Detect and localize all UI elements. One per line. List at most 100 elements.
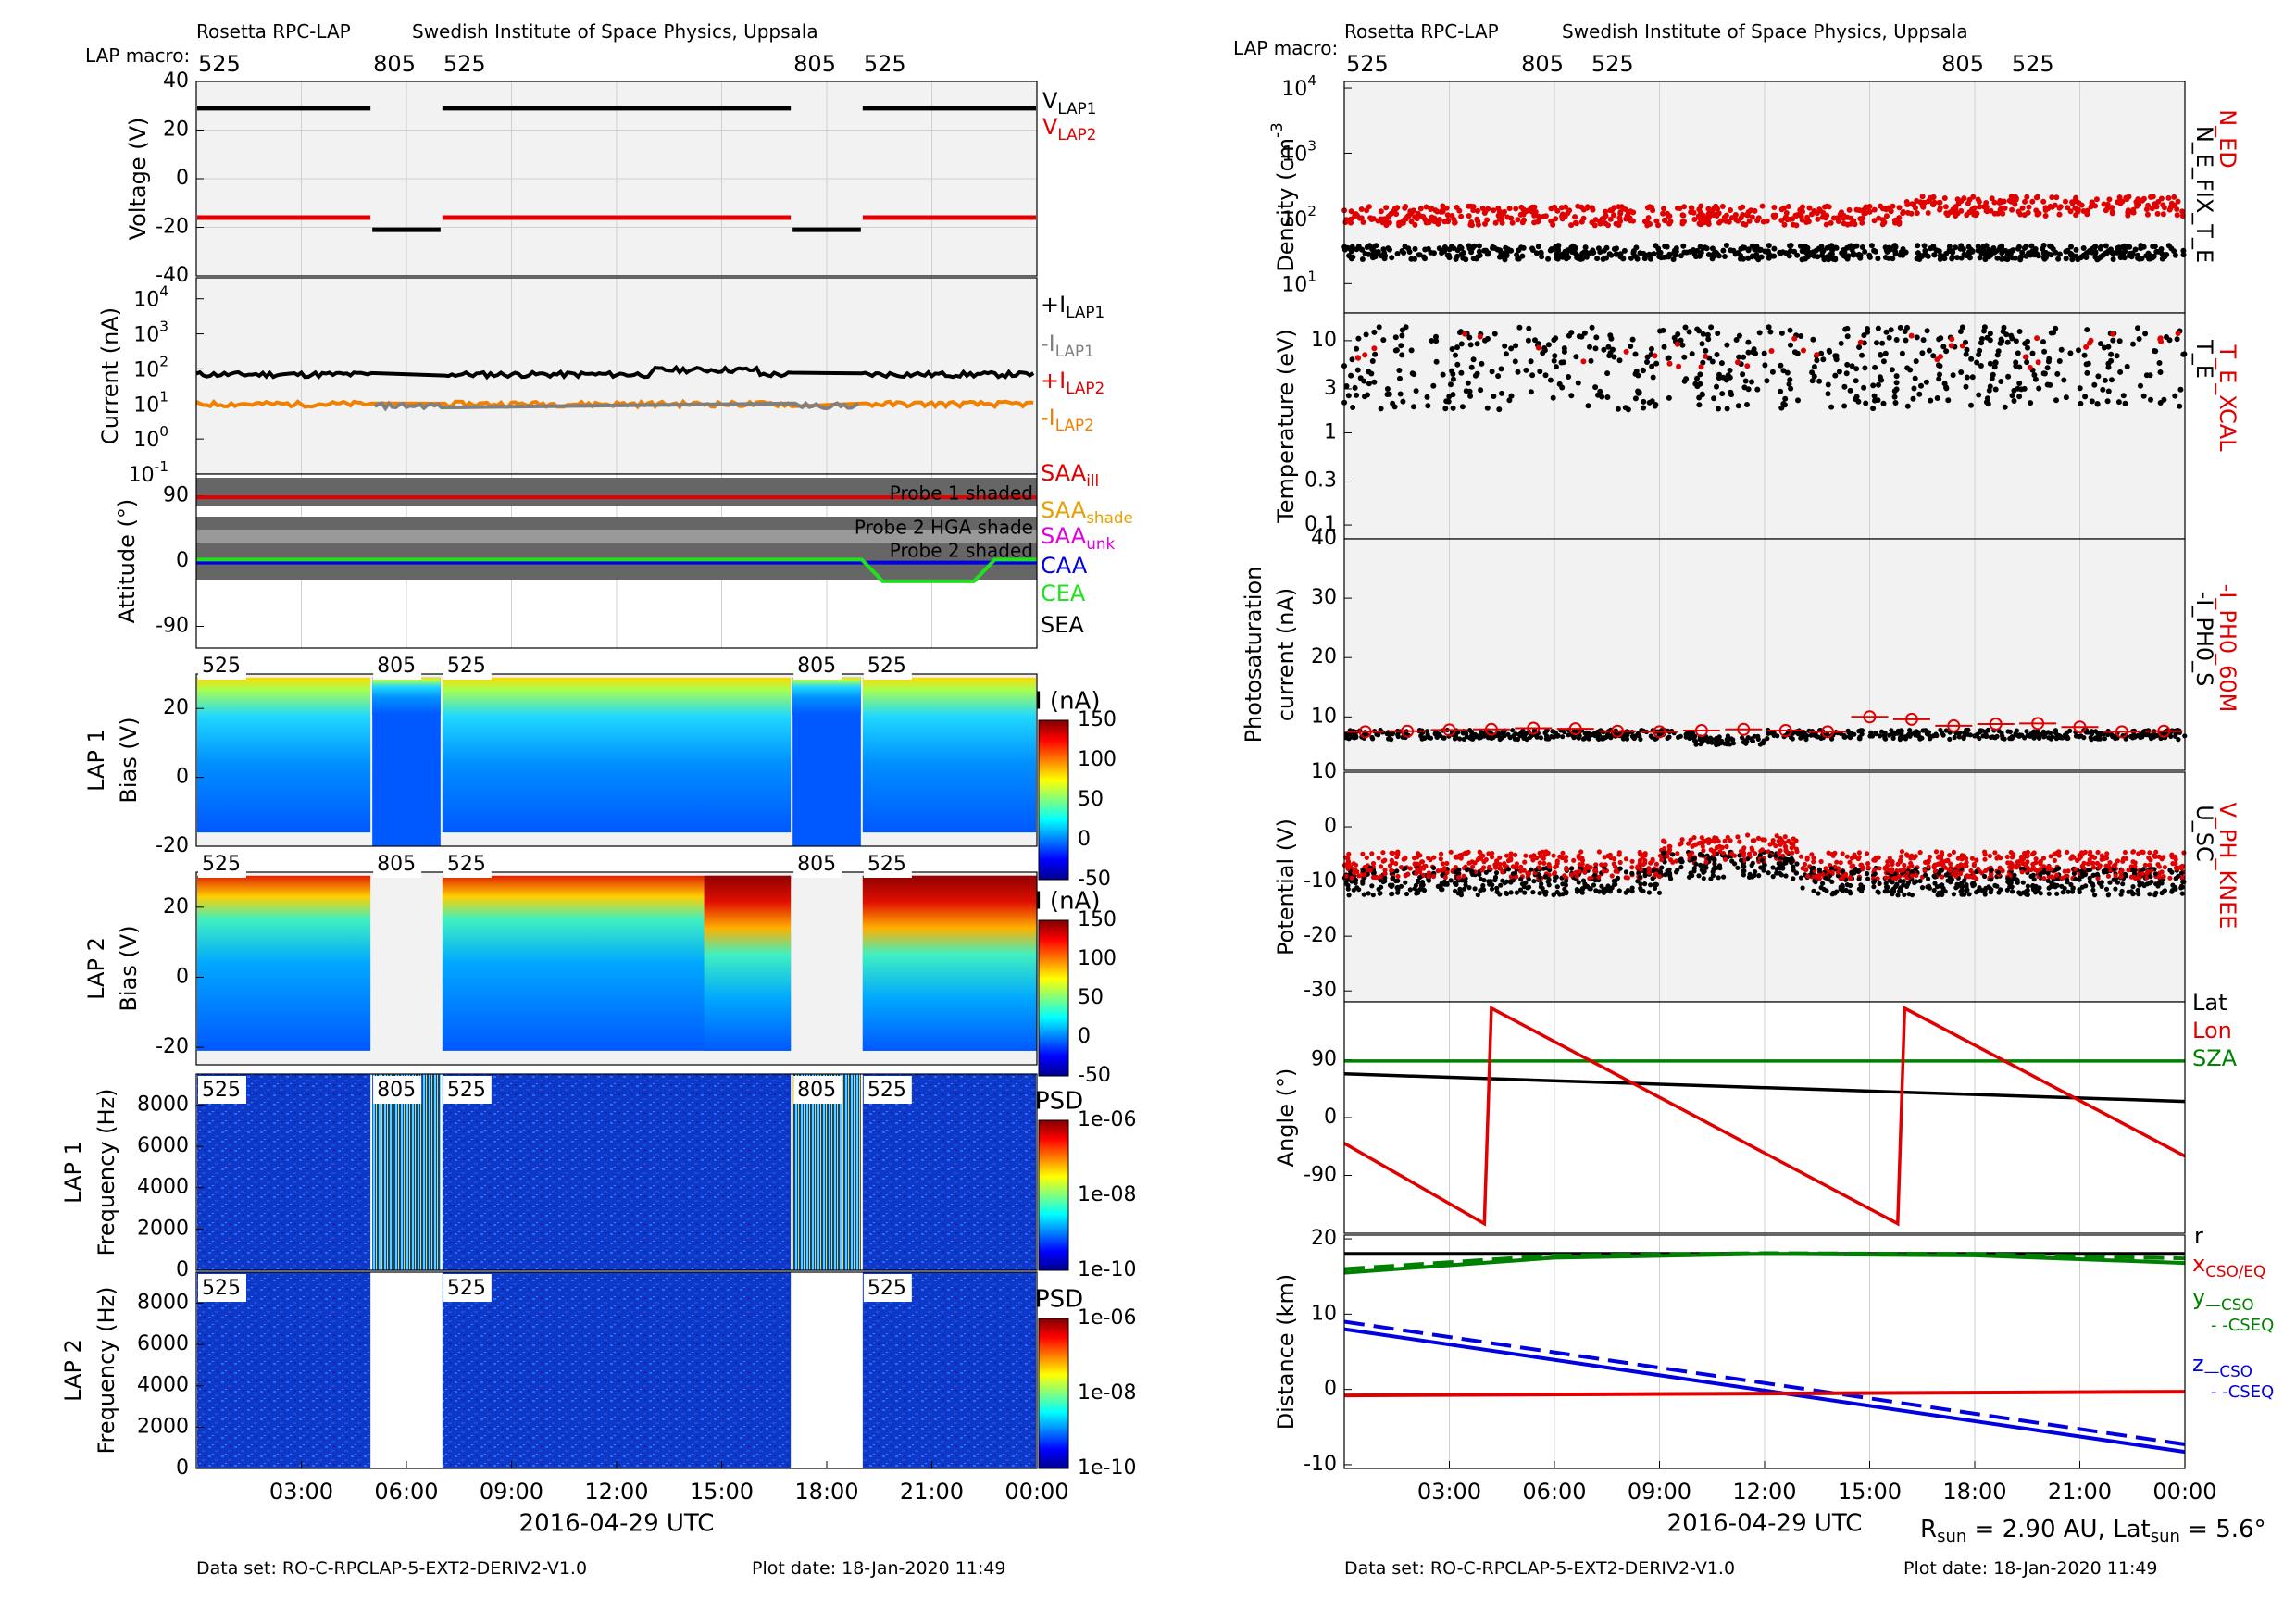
temperature-black-point <box>1810 336 1816 343</box>
density-black-point <box>1745 255 1752 261</box>
temperature-black-point <box>1943 384 1949 391</box>
potential-black-point <box>1830 890 1836 896</box>
potential-black-point <box>1478 876 1483 882</box>
potential-red-point <box>1534 856 1540 861</box>
density-black-point <box>1576 256 1582 262</box>
potential-black-point <box>1574 887 1579 893</box>
density-black-point <box>2143 253 2150 259</box>
density-black-point <box>1354 246 1360 253</box>
potential-red-point <box>1701 848 1706 854</box>
lap2freq-ylabel-b: Frequency (Hz) <box>94 1287 119 1455</box>
potential-black-point <box>1419 880 1426 885</box>
potential-red-point <box>1686 852 1692 857</box>
temperature-black-point <box>2081 352 2088 358</box>
potential-red-point <box>1909 873 1915 879</box>
density-red-point <box>1426 219 1432 226</box>
density-black-point <box>2023 253 2029 259</box>
density-black-point <box>2135 252 2140 258</box>
density-black-point <box>1978 250 1985 256</box>
temperature-black-point <box>1825 391 1831 397</box>
temperature-black-point <box>1714 352 1720 357</box>
density-black-point <box>1946 244 1953 250</box>
temperature-black-point <box>1856 344 1863 350</box>
lap2bias-colorbar-tick: 150 <box>1078 908 1117 931</box>
density-red-point <box>1381 216 1388 222</box>
density-black-point <box>1373 243 1379 249</box>
potential-black-point <box>1530 890 1536 895</box>
potential-ytick-label: -10 <box>1304 869 1337 893</box>
density-black-point <box>2139 256 2145 262</box>
potential-red-point <box>1426 874 1431 880</box>
potential-red-point <box>1456 875 1462 881</box>
density-red-point <box>1705 221 1712 227</box>
density-black-point <box>1453 256 1459 262</box>
density-black-point <box>1399 248 1405 254</box>
potential-black-point <box>1982 892 1988 897</box>
potential-black-point <box>1353 877 1359 883</box>
potential-red-point <box>1866 861 1871 867</box>
temperature-black-point <box>1499 390 1504 396</box>
density-black-point <box>1711 250 1717 256</box>
density-black-point <box>2171 248 2177 255</box>
temperature-red-point <box>1652 353 1658 359</box>
density-black-point <box>1766 255 1772 261</box>
lap2bias-ylabel-a: LAP 2 <box>83 937 109 1000</box>
photo-black-point <box>1755 736 1761 743</box>
temperature-black-point <box>1903 337 1909 344</box>
density-red-point <box>1584 205 1591 211</box>
density-red-point <box>2092 203 2099 209</box>
photo-black-point <box>1510 728 1516 733</box>
temperature-black-point <box>1862 365 1868 371</box>
potential-red-point <box>1783 848 1789 854</box>
temperature-red-point <box>1698 364 1704 370</box>
potential-red-point <box>1382 857 1388 863</box>
potential-black-point <box>1659 865 1665 870</box>
photo-black-point <box>1849 731 1854 736</box>
temperature-black-point <box>1506 397 1513 404</box>
density-black-point <box>1735 250 1741 256</box>
potential-red-point <box>2136 851 2141 856</box>
temperature-black-point <box>2105 344 2112 350</box>
potential-red-point <box>2023 863 2028 868</box>
temperature-black-point <box>1910 395 1916 402</box>
density-red-point <box>1518 204 1525 210</box>
density-red-point <box>2160 202 2166 208</box>
temperature-red-point <box>1938 354 1943 360</box>
potential-red-point <box>1926 864 1931 869</box>
temperature-black-point <box>1916 391 1923 397</box>
density-black-point <box>1628 255 1634 261</box>
density-black-point <box>1722 254 1728 259</box>
photo-legend-s: -I_PH0_S <box>2191 592 2217 687</box>
density-red-point <box>2073 194 2079 201</box>
density-black-point <box>2034 251 2040 257</box>
density-red-point <box>2026 204 2032 210</box>
density-red-point <box>2149 194 2155 200</box>
potential-red-point <box>1480 853 1486 858</box>
panels-layer <box>195 81 2188 1469</box>
photo-black-point <box>1543 736 1549 742</box>
lap2bias-macro-box <box>198 850 246 878</box>
temperature-black-point <box>1458 341 1465 347</box>
temperature-black-point <box>2098 341 2103 347</box>
density-red-point <box>1896 205 1903 211</box>
temperature-black-point <box>1733 337 1740 343</box>
potential-red-point <box>1719 844 1725 851</box>
potential-black-point <box>1794 861 1800 867</box>
temperature-black-point <box>1874 340 1879 346</box>
density-black-point <box>2063 256 2069 262</box>
density-red-point <box>1681 204 1688 210</box>
photo-black-point <box>1965 731 1971 737</box>
potential-black-point <box>1366 891 1371 896</box>
potential-red-point <box>2008 866 2014 871</box>
distance-z-CSEQ-line <box>1343 1319 2186 1446</box>
temperature-black-point <box>1882 350 1889 356</box>
potential-red-point <box>1858 862 1864 868</box>
temperature-black-point <box>1936 376 1942 382</box>
photo-black-point <box>1422 735 1428 742</box>
temperature-black-point <box>1911 385 1917 392</box>
density-black-point <box>1900 252 1906 258</box>
density-red-point <box>1989 195 1995 202</box>
density-red-point <box>1896 220 1903 227</box>
potential-red-point <box>1890 876 1897 881</box>
potential-red-point <box>1497 855 1503 860</box>
